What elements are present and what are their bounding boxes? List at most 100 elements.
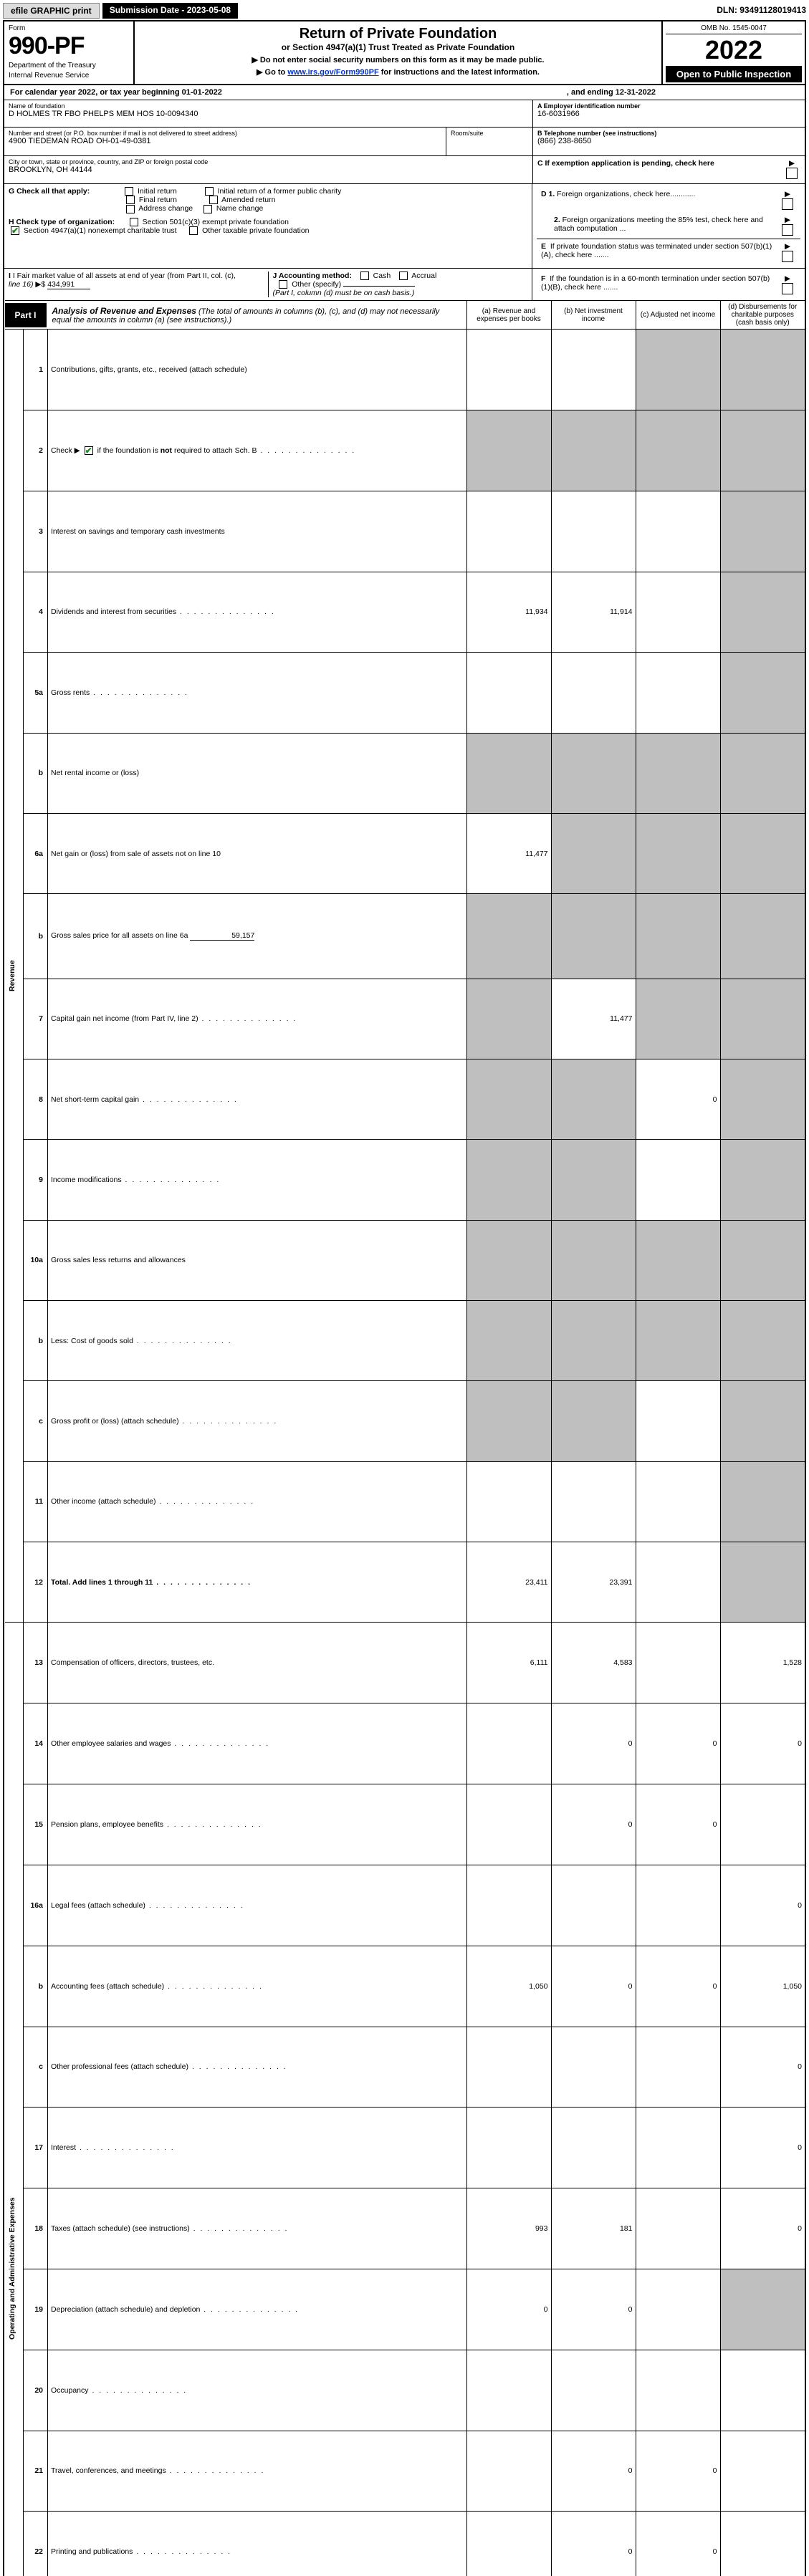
table-row: 12 Total. Add lines 1 through 11 23,4112… — [5, 1542, 805, 1623]
efile-print-button[interactable]: efile GRAPHIC print — [3, 3, 100, 19]
line-number: 9 — [24, 1140, 48, 1220]
fmv-value: 434,991 — [47, 280, 90, 289]
table-row: 3 Interest on savings and temporary cash… — [5, 491, 805, 572]
line-1-desc: Contributions, gifts, grants, etc., rece… — [48, 330, 467, 410]
line-9-desc: Income modifications — [48, 1140, 467, 1220]
line-number: 12 — [24, 1542, 48, 1623]
table-row: 11 Other income (attach schedule) — [5, 1461, 805, 1542]
side-revenue: Revenue — [8, 332, 16, 1620]
line-8-desc: Net short-term capital gain — [48, 1059, 467, 1139]
foundation-name-label: Name of foundation — [9, 102, 528, 110]
city-label: City or town, state or province, country… — [9, 158, 528, 165]
c-checkbox[interactable] — [786, 168, 798, 179]
line-b-desc: Net rental income or (loss) — [48, 733, 467, 813]
table-row: Operating and Administrative Expenses 13… — [5, 1623, 805, 1703]
line-number: 10a — [24, 1220, 48, 1300]
line-number: 7 — [24, 979, 48, 1059]
ein-value: 16-6031966 — [537, 110, 800, 118]
line-12-desc: Total. Add lines 1 through 11 — [48, 1542, 467, 1623]
dept-treasury: Department of the Treasury — [9, 62, 129, 70]
line-5a-desc: Gross rents — [48, 653, 467, 733]
line-number: b — [24, 1300, 48, 1380]
line-number: 5a — [24, 653, 48, 733]
f-checkbox[interactable] — [782, 283, 793, 294]
4947a1-checkbox[interactable] — [11, 226, 19, 235]
line-c-desc: Gross profit or (loss) (attach schedule) — [48, 1381, 467, 1461]
initial-public-checkbox[interactable] — [205, 187, 214, 196]
line-19-desc: Depreciation (attach schedule) and deple… — [48, 2269, 467, 2350]
line-b-desc: Gross sales price for all assets on line… — [48, 894, 467, 979]
form-header: Form 990-PF Department of the Treasury I… — [4, 21, 805, 85]
line-number: b — [24, 1946, 48, 2027]
d2-checkbox[interactable] — [782, 224, 793, 236]
line-number: 14 — [24, 1703, 48, 1784]
line-number: 22 — [24, 2512, 48, 2576]
initial-return-checkbox[interactable] — [125, 187, 133, 196]
line-number: 18 — [24, 2188, 48, 2269]
other-method-checkbox[interactable] — [279, 280, 287, 289]
ssn-warning: ▶ Do not enter social security numbers o… — [140, 55, 656, 64]
form-title: Return of Private Foundation — [140, 26, 656, 42]
line-number: 4 — [24, 572, 48, 652]
line-number: 21 — [24, 2431, 48, 2512]
table-row: 7 Capital gain net income (from Part IV,… — [5, 979, 805, 1059]
f-label: F If the foundation is in a 60-month ter… — [541, 274, 779, 292]
entity-info-block: Name of foundation D HOLMES TR FBO PHELP… — [4, 100, 805, 184]
e-checkbox[interactable] — [782, 251, 793, 262]
table-row: 20 Occupancy — [5, 2350, 805, 2431]
line-number: 19 — [24, 2269, 48, 2350]
table-row: 14 Other employee salaries and wages 000 — [5, 1703, 805, 1784]
line-number: 3 — [24, 491, 48, 572]
line-number: 16a — [24, 1865, 48, 1946]
line-16a-desc: Legal fees (attach schedule) — [48, 1865, 467, 1946]
table-row: c Other professional fees (attach schedu… — [5, 2027, 805, 2108]
amended-return-checkbox[interactable] — [209, 196, 218, 204]
line-number: 20 — [24, 2350, 48, 2431]
table-row: 21 Travel, conferences, and meetings 00 — [5, 2431, 805, 2512]
table-row: 4 Dividends and interest from securities… — [5, 572, 805, 652]
name-change-checkbox[interactable] — [204, 205, 212, 213]
line-15-desc: Pension plans, employee benefits — [48, 1784, 467, 1865]
ij-section: I I Fair market value of all assets at e… — [4, 269, 805, 300]
table-row: 22 Printing and publications 00 — [5, 2512, 805, 2576]
table-row: 10a Gross sales less returns and allowan… — [5, 1220, 805, 1300]
line-14-desc: Other employee salaries and wages — [48, 1703, 467, 1784]
checkbox-section: G Check all that apply: Initial return I… — [4, 184, 805, 269]
line-2-desc: Check ▶ if the foundation is not require… — [48, 410, 467, 491]
accrual-checkbox[interactable] — [399, 271, 408, 280]
omb-number: OMB No. 1545-0047 — [666, 23, 802, 34]
d2-label: 2. Foreign organizations meeting the 85%… — [541, 216, 779, 233]
d1-checkbox[interactable] — [782, 198, 793, 210]
c-label: C If exemption application is pending, c… — [537, 159, 714, 168]
table-row: Revenue 1 Contributions, gifts, grants, … — [5, 330, 805, 410]
g-row: G Check all that apply: Initial return I… — [9, 187, 527, 213]
other-taxable-checkbox[interactable] — [189, 226, 198, 235]
tax-year: 2022 — [666, 34, 802, 66]
line-6a-desc: Net gain or (loss) from sale of assets n… — [48, 813, 467, 893]
line-17-desc: Interest — [48, 2108, 467, 2188]
room-label: Room/suite — [451, 130, 528, 137]
line-22-desc: Printing and publications — [48, 2512, 467, 2576]
table-row: 5a Gross rents — [5, 653, 805, 733]
table-row: 16a Legal fees (attach schedule) 0 — [5, 1865, 805, 1946]
col-b-header: (b) Net investment income — [551, 301, 636, 330]
h-row: H Check type of organization: Section 50… — [9, 218, 527, 235]
open-public-badge: Open to Public Inspection — [666, 66, 802, 82]
top-bar: efile GRAPHIC print Submission Date - 20… — [3, 3, 806, 19]
part1-badge: Part I — [5, 303, 47, 327]
cash-checkbox[interactable] — [360, 271, 369, 280]
final-return-checkbox[interactable] — [126, 196, 135, 204]
line-number: 2 — [24, 410, 48, 491]
table-row: 6a Net gain or (loss) from sale of asset… — [5, 813, 805, 893]
col-c-header: (c) Adjusted net income — [636, 301, 720, 330]
address-change-checkbox[interactable] — [126, 205, 135, 213]
line-3-desc: Interest on savings and temporary cash i… — [48, 491, 467, 572]
501c3-checkbox[interactable] — [130, 218, 138, 226]
table-row: 19 Depreciation (attach schedule) and de… — [5, 2269, 805, 2350]
submission-date: Submission Date - 2023-05-08 — [102, 3, 238, 19]
line-b-desc: Accounting fees (attach schedule) — [48, 1946, 467, 2027]
form990pf-link[interactable]: www.irs.gov/Form990PF — [287, 68, 378, 77]
table-row: 18 Taxes (attach schedule) (see instruct… — [5, 2188, 805, 2269]
e-label: E If private foundation status was termi… — [541, 242, 779, 259]
table-row: 15 Pension plans, employee benefits 00 — [5, 1784, 805, 1865]
